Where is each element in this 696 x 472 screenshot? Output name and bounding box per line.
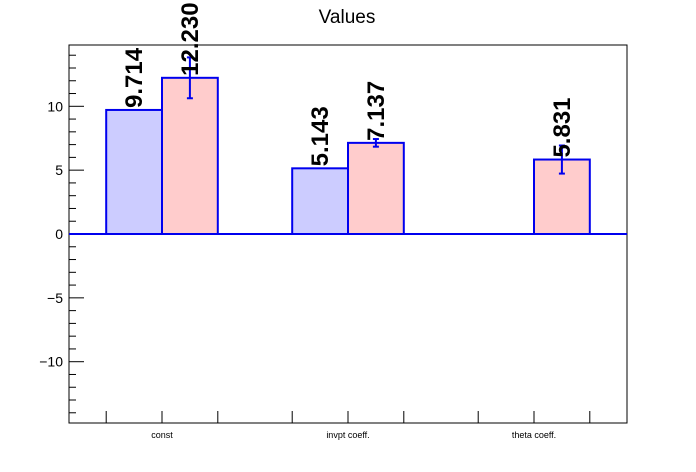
y-tick-label: 10: [47, 98, 63, 114]
y-tick-label: −5: [47, 290, 63, 306]
bar: [161, 76, 219, 235]
plot-area: −10 −5 0 5 10 const invpt coeff. theta coeff. 9.…: [39, 2, 628, 440]
data-label: 5.143: [307, 106, 334, 166]
x-category-label: invpt coeff.: [326, 430, 369, 440]
bar: [291, 167, 350, 235]
y-tick-label: −10: [39, 354, 63, 370]
data-label: 12.230: [177, 2, 204, 75]
data-label: 7.137: [363, 81, 390, 141]
x-category-label: const: [151, 430, 173, 440]
bar: [347, 141, 405, 235]
data-label: 5.831: [549, 97, 576, 157]
chart-title: Values: [319, 7, 376, 28]
y-tick-label: 5: [55, 162, 63, 178]
data-label: 9.714: [121, 47, 148, 108]
y-tick-label: 0: [55, 226, 63, 242]
x-category-label: theta coeff.: [512, 430, 556, 440]
bar: [105, 108, 163, 235]
